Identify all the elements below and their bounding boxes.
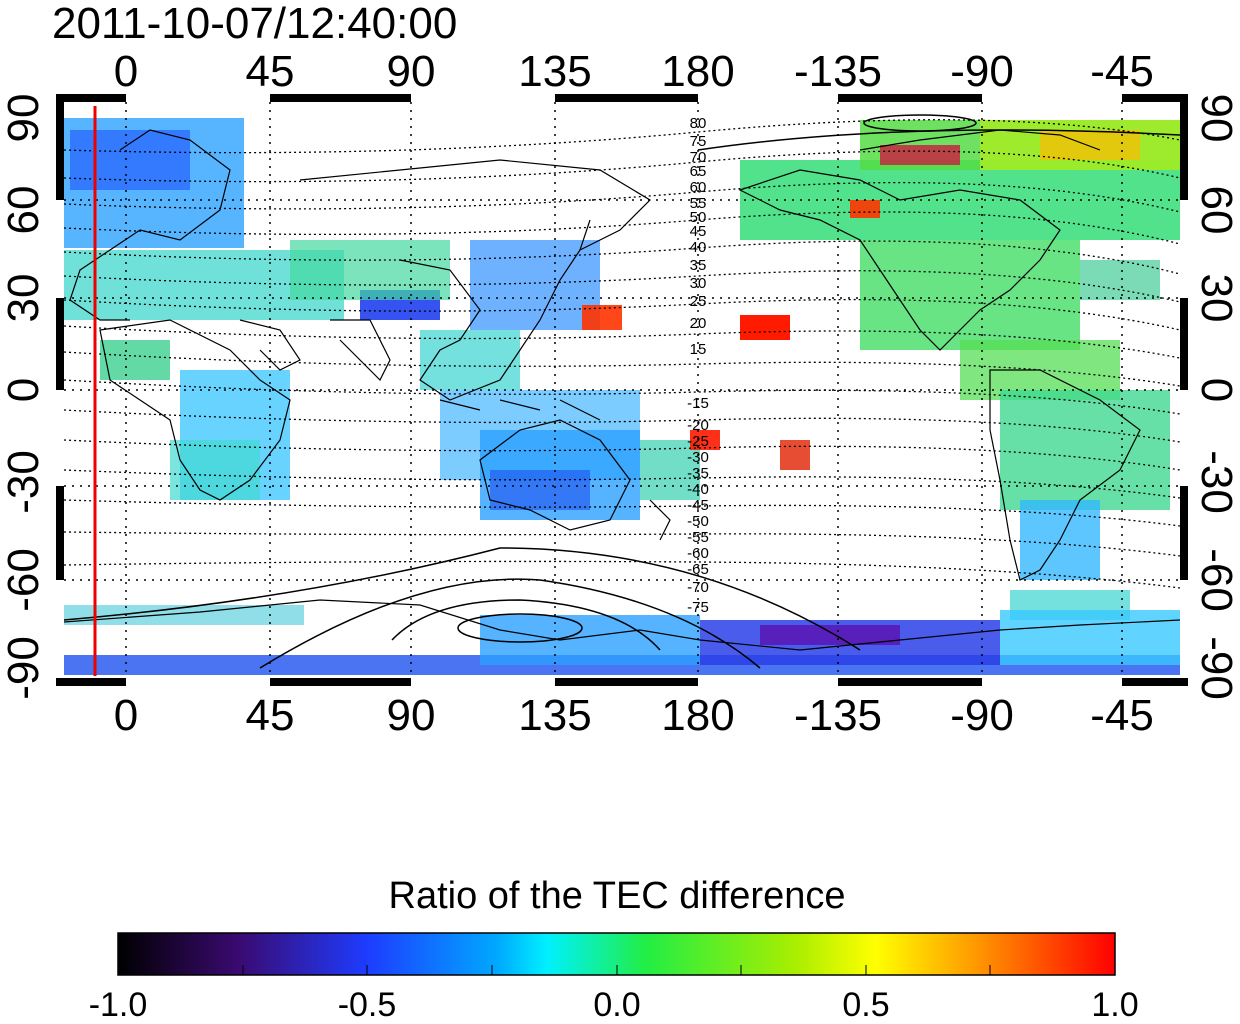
contour-label: -60 — [687, 545, 709, 562]
contour-label: 20 — [690, 315, 707, 332]
contour-label: -45 — [687, 497, 709, 514]
colorbar-tick-label: 1.0 — [1091, 986, 1138, 1024]
bottom-lon-label: 90 — [387, 691, 436, 740]
contour-labels-south: -15 -20 -25 -30 -35 -40 -45 -50 -55 -60 … — [687, 395, 709, 616]
contour-label: -20 — [687, 417, 709, 434]
contour-label: 60 — [690, 179, 707, 196]
top-lon-label: 0 — [114, 47, 138, 96]
contour-label: 45 — [690, 223, 707, 240]
contour-label: -40 — [687, 481, 709, 498]
colorbar-tick-labels: -1.0 -0.5 0.0 0.5 1.0 — [89, 986, 1139, 1024]
top-lon-label: 135 — [518, 47, 591, 96]
right-lat-label: -30 — [1192, 450, 1240, 514]
left-lat-label: 30 — [0, 274, 48, 323]
top-lon-label: -90 — [950, 47, 1014, 96]
contour-label: -30 — [687, 449, 709, 466]
contour-label: 35 — [690, 257, 707, 274]
contour-label: 30 — [690, 275, 707, 292]
contour-label: -75 — [687, 599, 709, 616]
right-latitude-labels: 90 60 30 0 -30 -60 -90 — [1192, 94, 1240, 700]
colorbar-ticks — [242, 965, 991, 975]
contour-label: 65 — [690, 163, 707, 180]
contour-label: 75 — [690, 133, 707, 150]
top-lon-label: -135 — [794, 47, 882, 96]
top-lon-label: 180 — [661, 47, 734, 96]
colorbar-tick-label: -1.0 — [89, 986, 148, 1024]
magnetic-latitude-contours — [64, 119, 1180, 589]
timestamp-title: 2011-10-07/12:40:00 — [52, 0, 457, 48]
contour-label: -70 — [687, 579, 709, 596]
contour-label: -35 — [687, 465, 709, 482]
top-longitude-labels: 0 45 90 135 180 -135 -90 -45 — [114, 47, 1154, 96]
left-lat-label: 60 — [0, 186, 48, 235]
top-lon-label: 45 — [246, 47, 295, 96]
left-lat-label: -90 — [0, 636, 48, 700]
bottom-lon-label: 45 — [246, 691, 295, 740]
contour-label: 70 — [690, 149, 707, 166]
top-lon-label: -45 — [1090, 47, 1154, 96]
right-lat-label: 30 — [1192, 274, 1240, 323]
contour-label: -65 — [687, 561, 709, 578]
contour-label: 40 — [690, 239, 707, 256]
colorbar-tick-label: -0.5 — [338, 986, 397, 1024]
right-lat-label: 60 — [1192, 186, 1240, 235]
bottom-lon-label: -135 — [794, 691, 882, 740]
right-lat-label: 0 — [1192, 378, 1240, 402]
left-lat-label: -60 — [0, 548, 48, 612]
lat-lon-grid — [64, 102, 1180, 678]
bottom-lon-label: -45 — [1090, 691, 1154, 740]
left-latitude-labels: 90 60 30 0 -30 -60 -90 — [0, 94, 48, 700]
contour-label: 25 — [690, 293, 707, 310]
left-lat-label: -30 — [0, 450, 48, 514]
left-lat-label: 0 — [0, 378, 48, 402]
right-lat-label: -90 — [1192, 636, 1240, 700]
contour-label: 80 — [690, 115, 707, 132]
top-lon-label: 90 — [387, 47, 436, 96]
colorbar-title: Ratio of the TEC difference — [389, 875, 846, 917]
contour-label: -15 — [687, 395, 709, 412]
contour-label: 15 — [690, 341, 707, 358]
bottom-lon-label: 0 — [114, 691, 138, 740]
contour-label: 55 — [690, 195, 707, 212]
coastlines — [64, 129, 1180, 651]
colorbar-tick-label: 0.0 — [593, 986, 640, 1024]
contour-labels-north: 80 75 70 65 60 55 50 45 40 35 30 25 20 1… — [690, 115, 707, 358]
bottom-lon-label: -90 — [950, 691, 1014, 740]
bottom-lon-label: 180 — [661, 691, 734, 740]
polar-contours — [64, 114, 1180, 669]
bottom-longitude-labels: 0 45 90 135 180 -135 -90 -45 — [114, 691, 1154, 740]
contour-label: -55 — [687, 529, 709, 546]
contour-label: -50 — [687, 513, 709, 530]
contour-label: 50 — [690, 209, 707, 226]
left-lat-label: 90 — [0, 94, 48, 143]
colorbar-tick-label: 0.5 — [842, 986, 889, 1024]
contour-label: -25 — [687, 433, 709, 450]
bottom-lon-label: 135 — [518, 691, 591, 740]
right-lat-label: 90 — [1192, 94, 1240, 143]
right-lat-label: -60 — [1192, 548, 1240, 612]
